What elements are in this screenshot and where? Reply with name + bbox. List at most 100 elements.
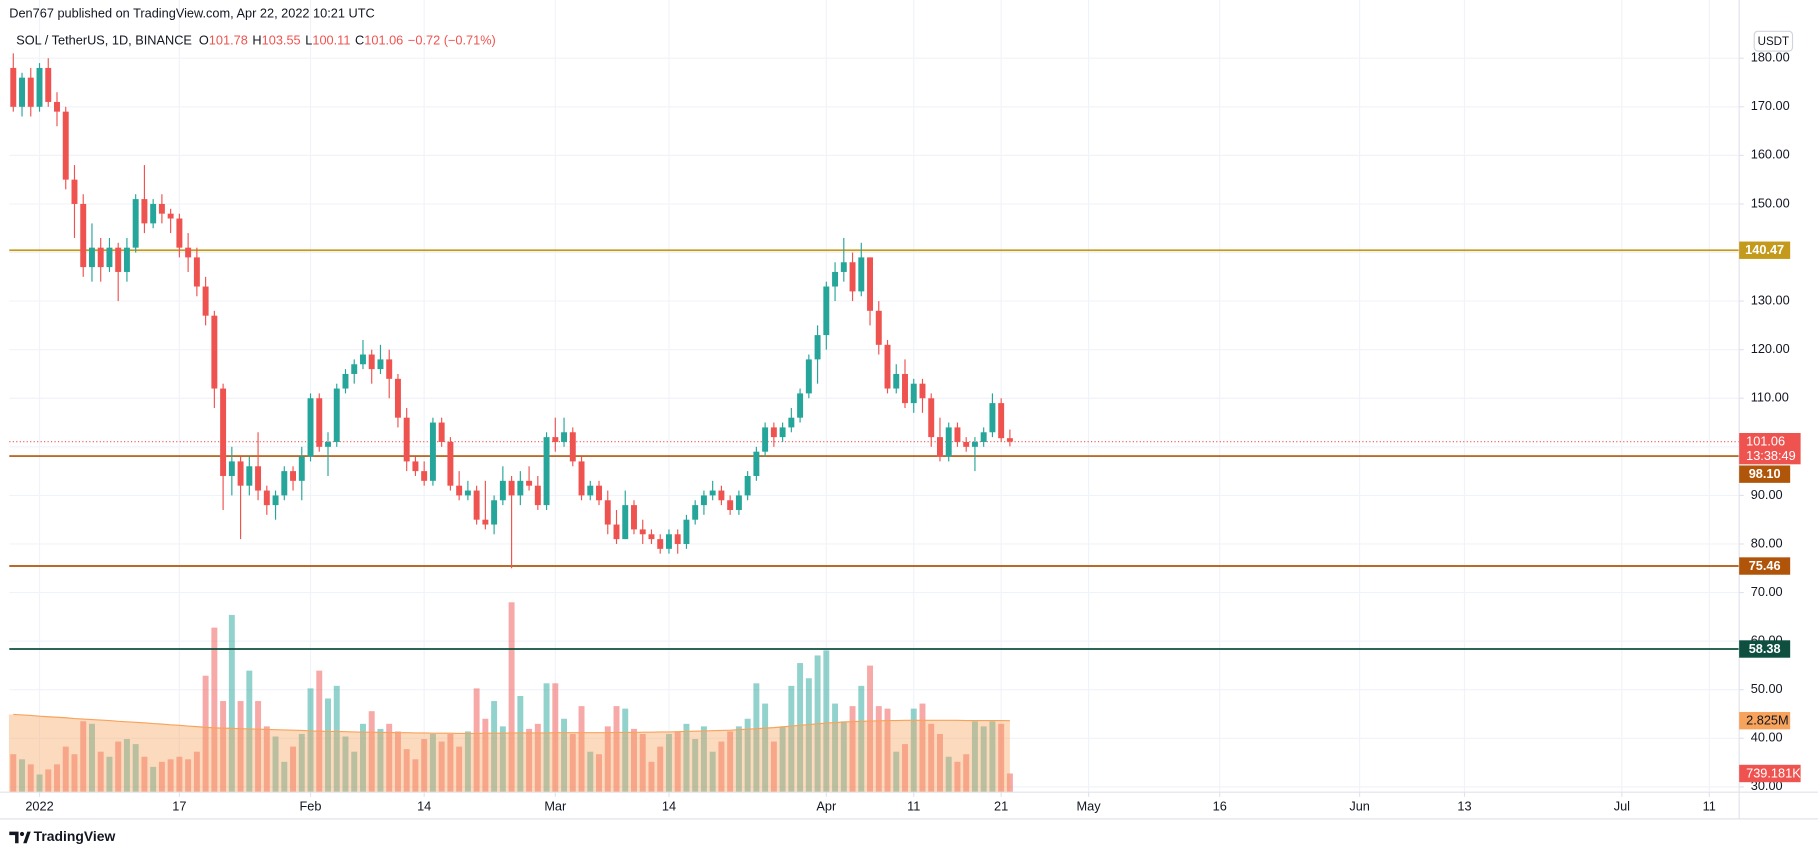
candle-body — [648, 534, 655, 540]
volume-bar — [875, 706, 882, 793]
volume-bar — [351, 751, 358, 793]
candle-body — [753, 451, 760, 476]
volume-bar — [185, 759, 192, 793]
volume-pane — [8, 602, 1013, 793]
volume-bar — [910, 708, 917, 793]
y-tick-label: 80.00 — [1751, 535, 1783, 550]
candle-body — [805, 359, 812, 394]
candle-body — [954, 427, 961, 442]
candle-body — [307, 398, 314, 457]
volume-bar — [517, 695, 524, 793]
volume-bar — [27, 764, 34, 793]
volume-bar — [622, 708, 629, 793]
candle-body — [473, 490, 480, 520]
candle-body — [342, 373, 349, 389]
volume-bar — [421, 739, 428, 793]
volume-bar — [753, 683, 760, 793]
candle-body — [132, 199, 139, 248]
volume-bar — [394, 731, 401, 793]
volume-bar — [464, 731, 471, 793]
y-tick-label: 130.00 — [1751, 292, 1790, 307]
candle-body — [613, 524, 620, 540]
candle-body — [80, 203, 87, 268]
candle-body — [910, 383, 917, 404]
candle-body — [27, 77, 34, 107]
candle-body — [158, 203, 165, 214]
candle-body — [246, 466, 253, 486]
legend-value: 101.06 — [364, 33, 403, 48]
y-tick-label: 120.00 — [1751, 341, 1790, 356]
candle-body — [596, 485, 602, 501]
candle-body — [368, 354, 375, 370]
y-tick-label: 110.00 — [1751, 390, 1789, 405]
volume-bar — [447, 733, 454, 793]
candle-body — [150, 203, 157, 224]
candle-body — [902, 373, 908, 404]
logo-mark — [23, 831, 31, 844]
candle-body — [665, 534, 672, 549]
candle-body — [412, 461, 419, 472]
candle-body — [115, 247, 122, 272]
y-tick-label: 40.00 — [1751, 730, 1783, 745]
candle-body — [377, 359, 384, 370]
volume-bar — [71, 754, 78, 793]
volume-bar — [456, 746, 463, 793]
legend-label: C — [355, 33, 364, 48]
candle-body — [499, 480, 506, 501]
volume-bar — [893, 751, 900, 793]
volume-bar — [54, 764, 60, 793]
candle-body — [438, 422, 445, 442]
currency[interactable]: USDT — [1758, 36, 1790, 48]
volume-bar — [832, 703, 839, 793]
volume-ma-tag-label: 2.825M — [1746, 713, 1789, 728]
level-tag — [1739, 640, 1791, 658]
candle-body — [578, 461, 585, 496]
candle-body — [45, 67, 52, 102]
candle-body — [867, 257, 874, 311]
candle-body — [727, 500, 734, 510]
y-tick-label: 180.00 — [1751, 50, 1790, 65]
x-tick-label: Jul — [1614, 799, 1630, 814]
volume-bar — [508, 602, 515, 793]
x-tick-label: Feb — [300, 799, 322, 814]
candle-body — [709, 490, 716, 496]
candle-body — [88, 247, 95, 268]
volume-bar — [36, 774, 43, 793]
volume-bar — [429, 733, 436, 793]
volume-bar — [657, 746, 664, 793]
x-tick-label: 14 — [417, 799, 431, 814]
volume-bar — [858, 685, 865, 793]
legend-change: −0.72 (−0.71%) — [408, 33, 496, 48]
footer-brand: TradingView — [34, 828, 116, 844]
candle-body — [97, 247, 104, 268]
candle-body — [832, 271, 839, 287]
logo-mark — [9, 831, 19, 844]
candle-body — [980, 432, 987, 442]
candle-body — [963, 441, 970, 447]
volume-bar — [499, 726, 506, 793]
volume-bar — [700, 726, 707, 793]
candle-body — [989, 403, 996, 433]
candle-body — [202, 286, 209, 316]
volume-bar — [823, 650, 830, 793]
volume-bar — [534, 723, 541, 793]
level-tag — [1739, 241, 1791, 259]
volume-bar — [963, 754, 970, 793]
volume-bar — [683, 723, 690, 793]
volume-bar — [692, 739, 699, 793]
volume-bar — [220, 701, 227, 793]
volume-bar — [202, 675, 209, 793]
volume-bar — [998, 723, 1005, 793]
volume-bar — [770, 741, 777, 793]
logo-dot — [19, 831, 25, 837]
candle-body — [456, 485, 463, 496]
candle-body — [464, 490, 471, 496]
currency-box[interactable] — [1753, 30, 1794, 52]
candle-body — [237, 461, 244, 486]
volume-bar — [543, 683, 550, 793]
footer-logo — [9, 831, 31, 844]
candle-body — [744, 475, 751, 496]
volume-bar — [1006, 773, 1013, 793]
volume-bar — [325, 698, 331, 793]
